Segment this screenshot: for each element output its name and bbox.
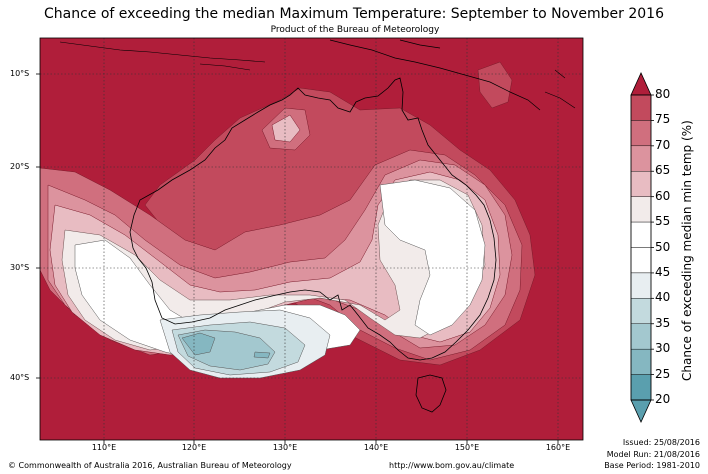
lat-label-40s: 40°S [10,373,30,382]
colorbar-segment [630,323,652,350]
lon-label-160e: 160°E [545,443,571,452]
lat-label-30s: 30°S [10,263,30,272]
lon-label-140e: 140°E [363,443,389,452]
australia-coastline [129,77,497,361]
colorbar [630,72,654,423]
colorbar-segment [630,298,652,324]
base-period: Base Period: 1981-2010 [604,461,700,470]
colorbar-tick-label: 75 [655,112,671,127]
colorbar-tick-label: 55 [655,214,671,229]
model-run-date: Model Run: 21/08/2016 [606,450,700,459]
colorbar-segment [630,272,652,299]
indonesia-coastline [59,41,266,71]
colorbar-segment [630,94,652,121]
colorbar-extend-top [630,72,652,96]
contour-band-60-top [271,114,301,143]
contour-band-75-north [477,61,513,109]
colorbar-tick-label: 40 [655,290,671,305]
colorbar-tick-label: 20 [655,392,671,406]
colorbar-segment [630,348,652,375]
map-subtitle: Product of the Bureau of Meteorology [270,25,440,35]
colorbar-segment [630,221,652,248]
new-guinea-coastline [329,39,541,111]
colorbar-label: Chance of exceeding median min temp (%) [680,120,694,381]
colorbar-tick-label: 65 [655,163,671,178]
tasmania-coastline [415,374,447,413]
lon-label-110e: 110°E [91,443,117,452]
solomon-coastline [544,69,576,109]
source-url[interactable]: http://www.bom.gov.au/climate [389,461,515,470]
colorbar-tick-label: 50 [655,239,671,254]
contour-band-30-b [253,351,271,359]
colorbar-tick-label: 60 [655,188,671,203]
colorbar-tick-label: 30 [655,341,671,356]
colorbar-tick-label: 45 [655,264,671,279]
colorbar-segment [630,120,652,147]
colorbar-extend-bottom [630,399,652,423]
lat-label-20s: 20°S [10,162,30,171]
lon-label-120e: 120°E [181,443,207,452]
colorbar-segment [630,196,652,223]
contour-band-30 [181,332,216,356]
issued-date: Issued: 25/08/2016 [622,438,700,447]
colorbar-tick-label: 70 [655,137,671,152]
colorbar-segment [630,145,652,172]
colorbar-tick-label: 80 [655,87,671,101]
colorbar-segment [630,171,652,197]
copyright-text: © Commonwealth of Australia 2016, Austra… [8,461,292,470]
lon-label-130e: 130°E [272,443,298,452]
lat-label-10s: 10°S [10,69,30,78]
lon-label-150e: 150°E [454,443,480,452]
colorbar-segment [630,247,652,274]
map-title: Chance of exceeding the median Maximum T… [43,6,664,22]
grid-lines [40,38,583,440]
colorbar-tick-label: 25 [655,366,671,381]
colorbar-tick-label: 35 [655,315,671,330]
contour-band-50-east [379,179,486,336]
colorbar-segment [630,374,652,401]
